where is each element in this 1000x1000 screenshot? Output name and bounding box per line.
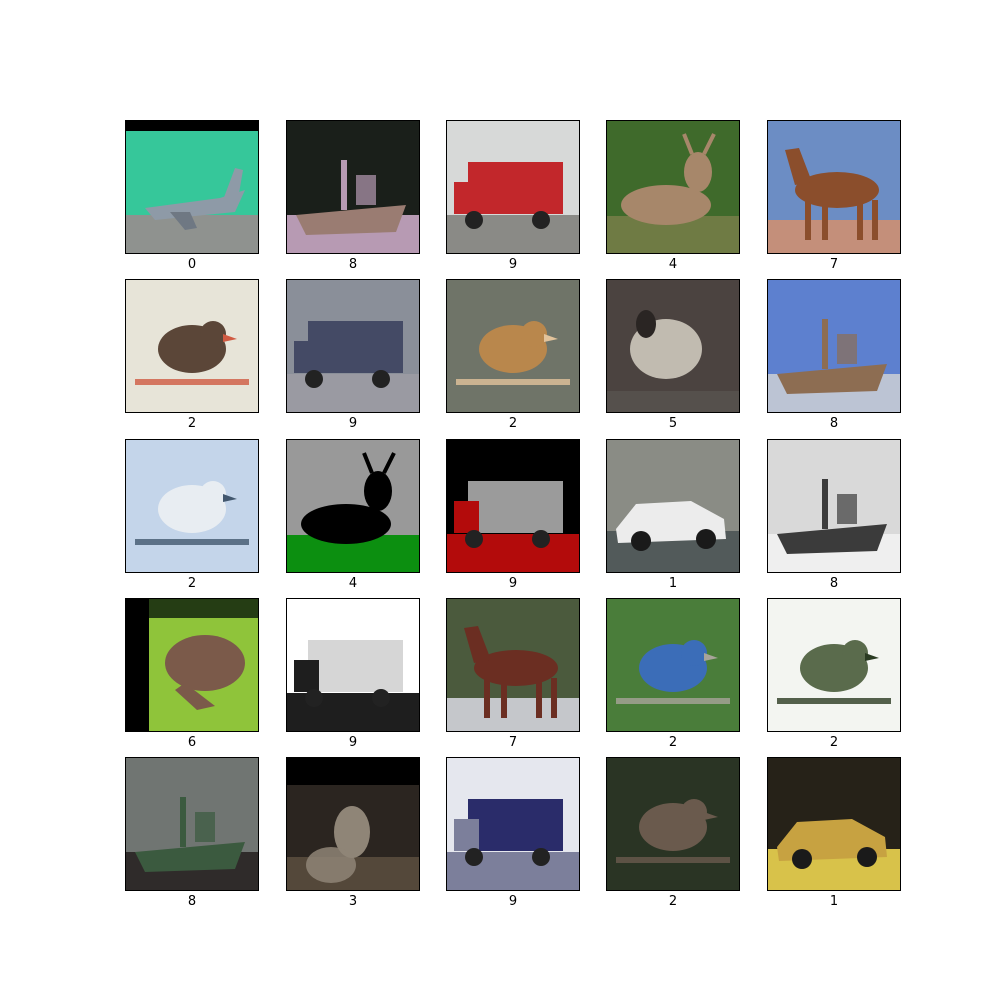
image-label: 4 [668,257,678,272]
image-dog [606,279,740,413]
image-label: 2 [187,576,197,591]
image-ship [125,757,259,891]
image-tile-frog: 6 [125,598,259,750]
image-tile-truck: 9 [446,439,580,591]
image-tile-deer: 4 [286,439,420,591]
image-tile-deer: 4 [606,120,740,272]
image-bird [125,439,259,573]
image-tile-bird: 2 [606,598,740,750]
image-label: 3 [348,894,358,909]
image-tile-dog: 5 [606,279,740,431]
image-label: 8 [187,894,197,909]
image-tile-bird: 2 [125,439,259,591]
image-horse [446,598,580,732]
image-ship [767,279,901,413]
image-truck [446,120,580,254]
image-label: 1 [829,894,839,909]
image-label: 5 [668,416,678,431]
image-label: 9 [508,576,518,591]
image-tile-cat: 3 [286,757,420,909]
image-label: 7 [508,735,518,750]
image-label: 4 [348,576,358,591]
image-deer [286,439,420,573]
image-label: 2 [829,735,839,750]
image-tile-truck: 9 [446,120,580,272]
image-label: 8 [348,257,358,272]
image-tile-truck: 9 [286,279,420,431]
image-bird [446,279,580,413]
image-tile-truck: 9 [446,757,580,909]
image-truck [286,598,420,732]
image-frog [125,598,259,732]
image-label: 2 [508,416,518,431]
image-tile-truck: 9 [286,598,420,750]
image-truck [286,279,420,413]
image-label: 8 [829,576,839,591]
image-tile-automobile: 1 [767,757,901,909]
image-label: 1 [668,576,678,591]
image-label: 2 [668,735,678,750]
image-tile-ship: 8 [767,279,901,431]
image-truck [446,439,580,573]
image-horse [767,120,901,254]
image-label: 9 [508,894,518,909]
image-label: 7 [829,257,839,272]
image-tile-bird: 2 [606,757,740,909]
image-label: 0 [187,257,197,272]
image-label: 2 [668,894,678,909]
image-tile-bird: 2 [125,279,259,431]
image-tile-bird: 2 [446,279,580,431]
image-tile-automobile: 1 [606,439,740,591]
image-tile-ship: 8 [125,757,259,909]
image-truck [446,757,580,891]
image-bird [767,598,901,732]
image-tile-horse: 7 [446,598,580,750]
image-tile-ship: 8 [767,439,901,591]
image-label: 9 [348,416,358,431]
image-label: 2 [187,416,197,431]
image-bird [606,598,740,732]
image-tile-bird: 2 [767,598,901,750]
image-airplane [125,120,259,254]
image-deer [606,120,740,254]
image-automobile [606,439,740,573]
image-label: 8 [829,416,839,431]
image-bird [125,279,259,413]
image-cat [286,757,420,891]
image-label: 6 [187,735,197,750]
image-label: 9 [508,257,518,272]
image-bird [606,757,740,891]
image-automobile [767,757,901,891]
image-ship [767,439,901,573]
image-tile-airplane: 0 [125,120,259,272]
image-tile-ship: 8 [286,120,420,272]
image-label: 9 [348,735,358,750]
image-tile-horse: 7 [767,120,901,272]
image-ship [286,120,420,254]
